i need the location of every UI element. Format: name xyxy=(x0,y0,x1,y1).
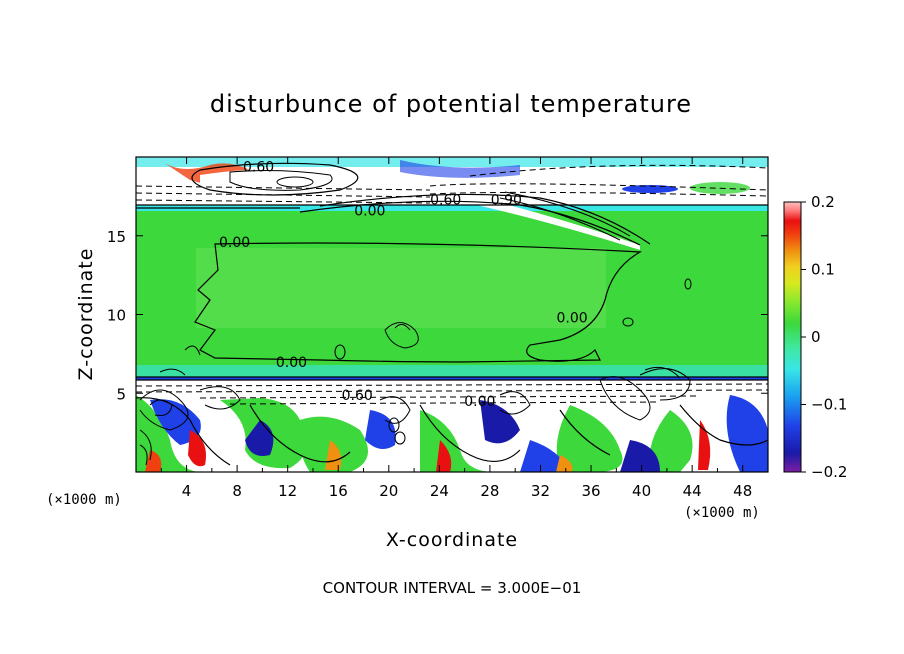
y-tick-label: 5 xyxy=(116,385,126,403)
colorbar-tick-label: 0.2 xyxy=(811,193,835,211)
contour-upper-loop-1 xyxy=(191,162,359,196)
contour-upper-band xyxy=(136,204,768,209)
lower-red-2 xyxy=(325,440,342,470)
lower-blue-5 xyxy=(520,440,570,472)
contour-label: 0.00 xyxy=(354,204,385,220)
y-tick-label: 15 xyxy=(107,228,126,246)
stratosphere-cyan xyxy=(136,157,768,167)
contour-lower-zero xyxy=(136,397,768,466)
contour-label: 0.00 xyxy=(276,355,307,371)
contour-mid-cell xyxy=(159,322,419,376)
x-tick-label: 44 xyxy=(683,482,702,500)
x-tick-label: 12 xyxy=(278,482,297,500)
contour-upper-loop-2 xyxy=(229,170,333,191)
colorbar-tick-label: 0.1 xyxy=(811,261,835,279)
contour-small-1 xyxy=(334,344,346,360)
contour-small-3 xyxy=(684,278,692,290)
lower-red-6 xyxy=(556,455,573,472)
contour-small-2 xyxy=(622,317,634,327)
lower-blue-6 xyxy=(620,440,660,472)
x-tick-label: 48 xyxy=(733,482,752,500)
colorbar xyxy=(783,201,802,473)
contour-neg-dash-2 xyxy=(429,164,768,197)
lower-blue-1 xyxy=(150,399,201,445)
x-axis-label: X-coordinate xyxy=(386,529,518,551)
y-axis-label: Z-coordinate xyxy=(75,248,97,381)
colorbar-tick-label: −0.2 xyxy=(811,463,847,481)
x-tick-label: 36 xyxy=(581,482,600,500)
lower-patch-4 xyxy=(420,410,490,472)
lower-patch-5 xyxy=(556,405,623,472)
colorbar-tick-label: 0 xyxy=(811,328,821,346)
cyan-band-lower xyxy=(136,365,768,377)
y-unit-label: (×1000 m) xyxy=(46,492,122,508)
contour-label: 0.60 xyxy=(342,388,373,404)
contour-upper-loop-3 xyxy=(276,176,314,188)
x-unit-label: (×1000 m) xyxy=(684,505,760,521)
contour-zero-mid xyxy=(194,242,643,363)
lower-red-4 xyxy=(698,420,711,470)
contour-small-4 xyxy=(388,417,400,433)
x-tick-label: 8 xyxy=(232,482,242,500)
contour-lines xyxy=(136,162,768,466)
y-axis-ticks: 5 10 15 xyxy=(107,228,768,403)
stratosphere-white-jet xyxy=(200,168,640,250)
x-tick-label: 16 xyxy=(329,482,348,500)
contour-label: 0.60 xyxy=(430,193,461,209)
colorbar-tick-label: −0.1 xyxy=(811,396,847,414)
chart-title: disturbunce of potential temperature xyxy=(210,90,692,118)
lower-inversion-blue xyxy=(136,377,768,380)
contour-label: 0.90 xyxy=(491,193,522,209)
x-tick-label: 32 xyxy=(531,482,550,500)
lower-red-3 xyxy=(436,440,452,472)
x-tick-label: 24 xyxy=(430,482,449,500)
contour-label: 0.00 xyxy=(556,311,587,327)
mid-light-patch xyxy=(196,248,606,328)
contour-jet-3 xyxy=(499,191,631,241)
contour-neg-dash-1 xyxy=(136,185,431,204)
x-axis-ticks: 4 8 12 16 20 24 28 32 36 40 44 48 xyxy=(160,157,752,500)
lower-patch-6 xyxy=(649,410,693,472)
lower-blue-4 xyxy=(480,400,520,444)
x-tick-label: 4 xyxy=(182,482,192,500)
lower-blue-3 xyxy=(365,410,396,449)
contour-label: 0.60 xyxy=(243,159,274,175)
contour-label: 0.00 xyxy=(464,394,495,410)
cyan-band-top xyxy=(136,205,768,211)
contour-interval-note: CONTOUR INTERVAL = 3.000E−01 xyxy=(323,579,582,597)
lower-blue-7 xyxy=(726,395,768,472)
colorbar-ticks: 0.2 0.1 0 −0.1 −0.2 xyxy=(801,193,847,481)
x-tick-label: 20 xyxy=(379,482,398,500)
x-tick-label: 40 xyxy=(632,482,651,500)
contour-small-5 xyxy=(394,431,406,445)
contour-labels: 0.60 0.00 0.60 0.90 0.00 0.00 0.00 0.60 0.00 xyxy=(219,159,588,410)
contour-label: 0.00 xyxy=(219,235,250,251)
y-tick-label: 10 xyxy=(107,307,126,325)
lower-red-1 xyxy=(188,430,206,467)
x-tick-label: 28 xyxy=(480,482,499,500)
contour-lower-solid xyxy=(136,376,768,381)
lower-red-5 xyxy=(145,450,162,472)
